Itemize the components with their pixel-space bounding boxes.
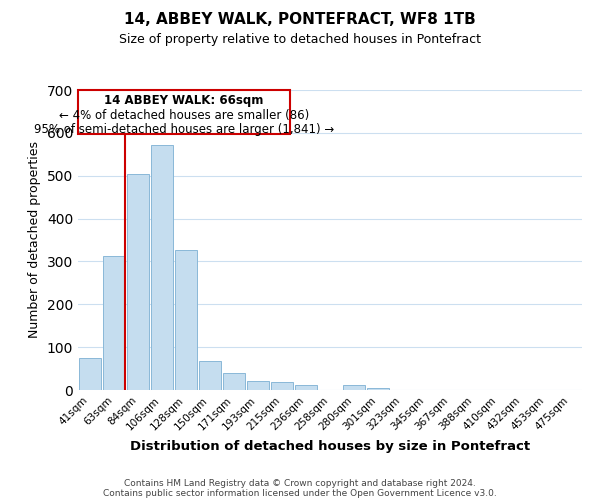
Bar [151,145,173,390]
Text: Size of property relative to detached houses in Pontefract: Size of property relative to detached ho… [119,32,481,46]
Bar [271,382,293,390]
Bar [103,256,125,390]
Bar [79,358,101,390]
Bar [127,174,149,390]
Bar [223,373,245,390]
Bar [247,382,269,390]
Bar [295,386,317,390]
Text: Contains HM Land Registry data © Crown copyright and database right 2024.: Contains HM Land Registry data © Crown c… [124,478,476,488]
Text: 14 ABBEY WALK: 66sqm: 14 ABBEY WALK: 66sqm [104,94,263,107]
X-axis label: Distribution of detached houses by size in Pontefract: Distribution of detached houses by size … [130,440,530,453]
Bar [367,388,389,390]
Text: 14, ABBEY WALK, PONTEFRACT, WF8 1TB: 14, ABBEY WALK, PONTEFRACT, WF8 1TB [124,12,476,28]
Bar [175,250,197,390]
Y-axis label: Number of detached properties: Number of detached properties [28,142,41,338]
Bar [343,385,365,390]
Bar [199,361,221,390]
Text: ← 4% of detached houses are smaller (86): ← 4% of detached houses are smaller (86) [59,109,309,122]
Text: Contains public sector information licensed under the Open Government Licence v3: Contains public sector information licen… [103,488,497,498]
Text: 95% of semi-detached houses are larger (1,841) →: 95% of semi-detached houses are larger (… [34,122,334,136]
